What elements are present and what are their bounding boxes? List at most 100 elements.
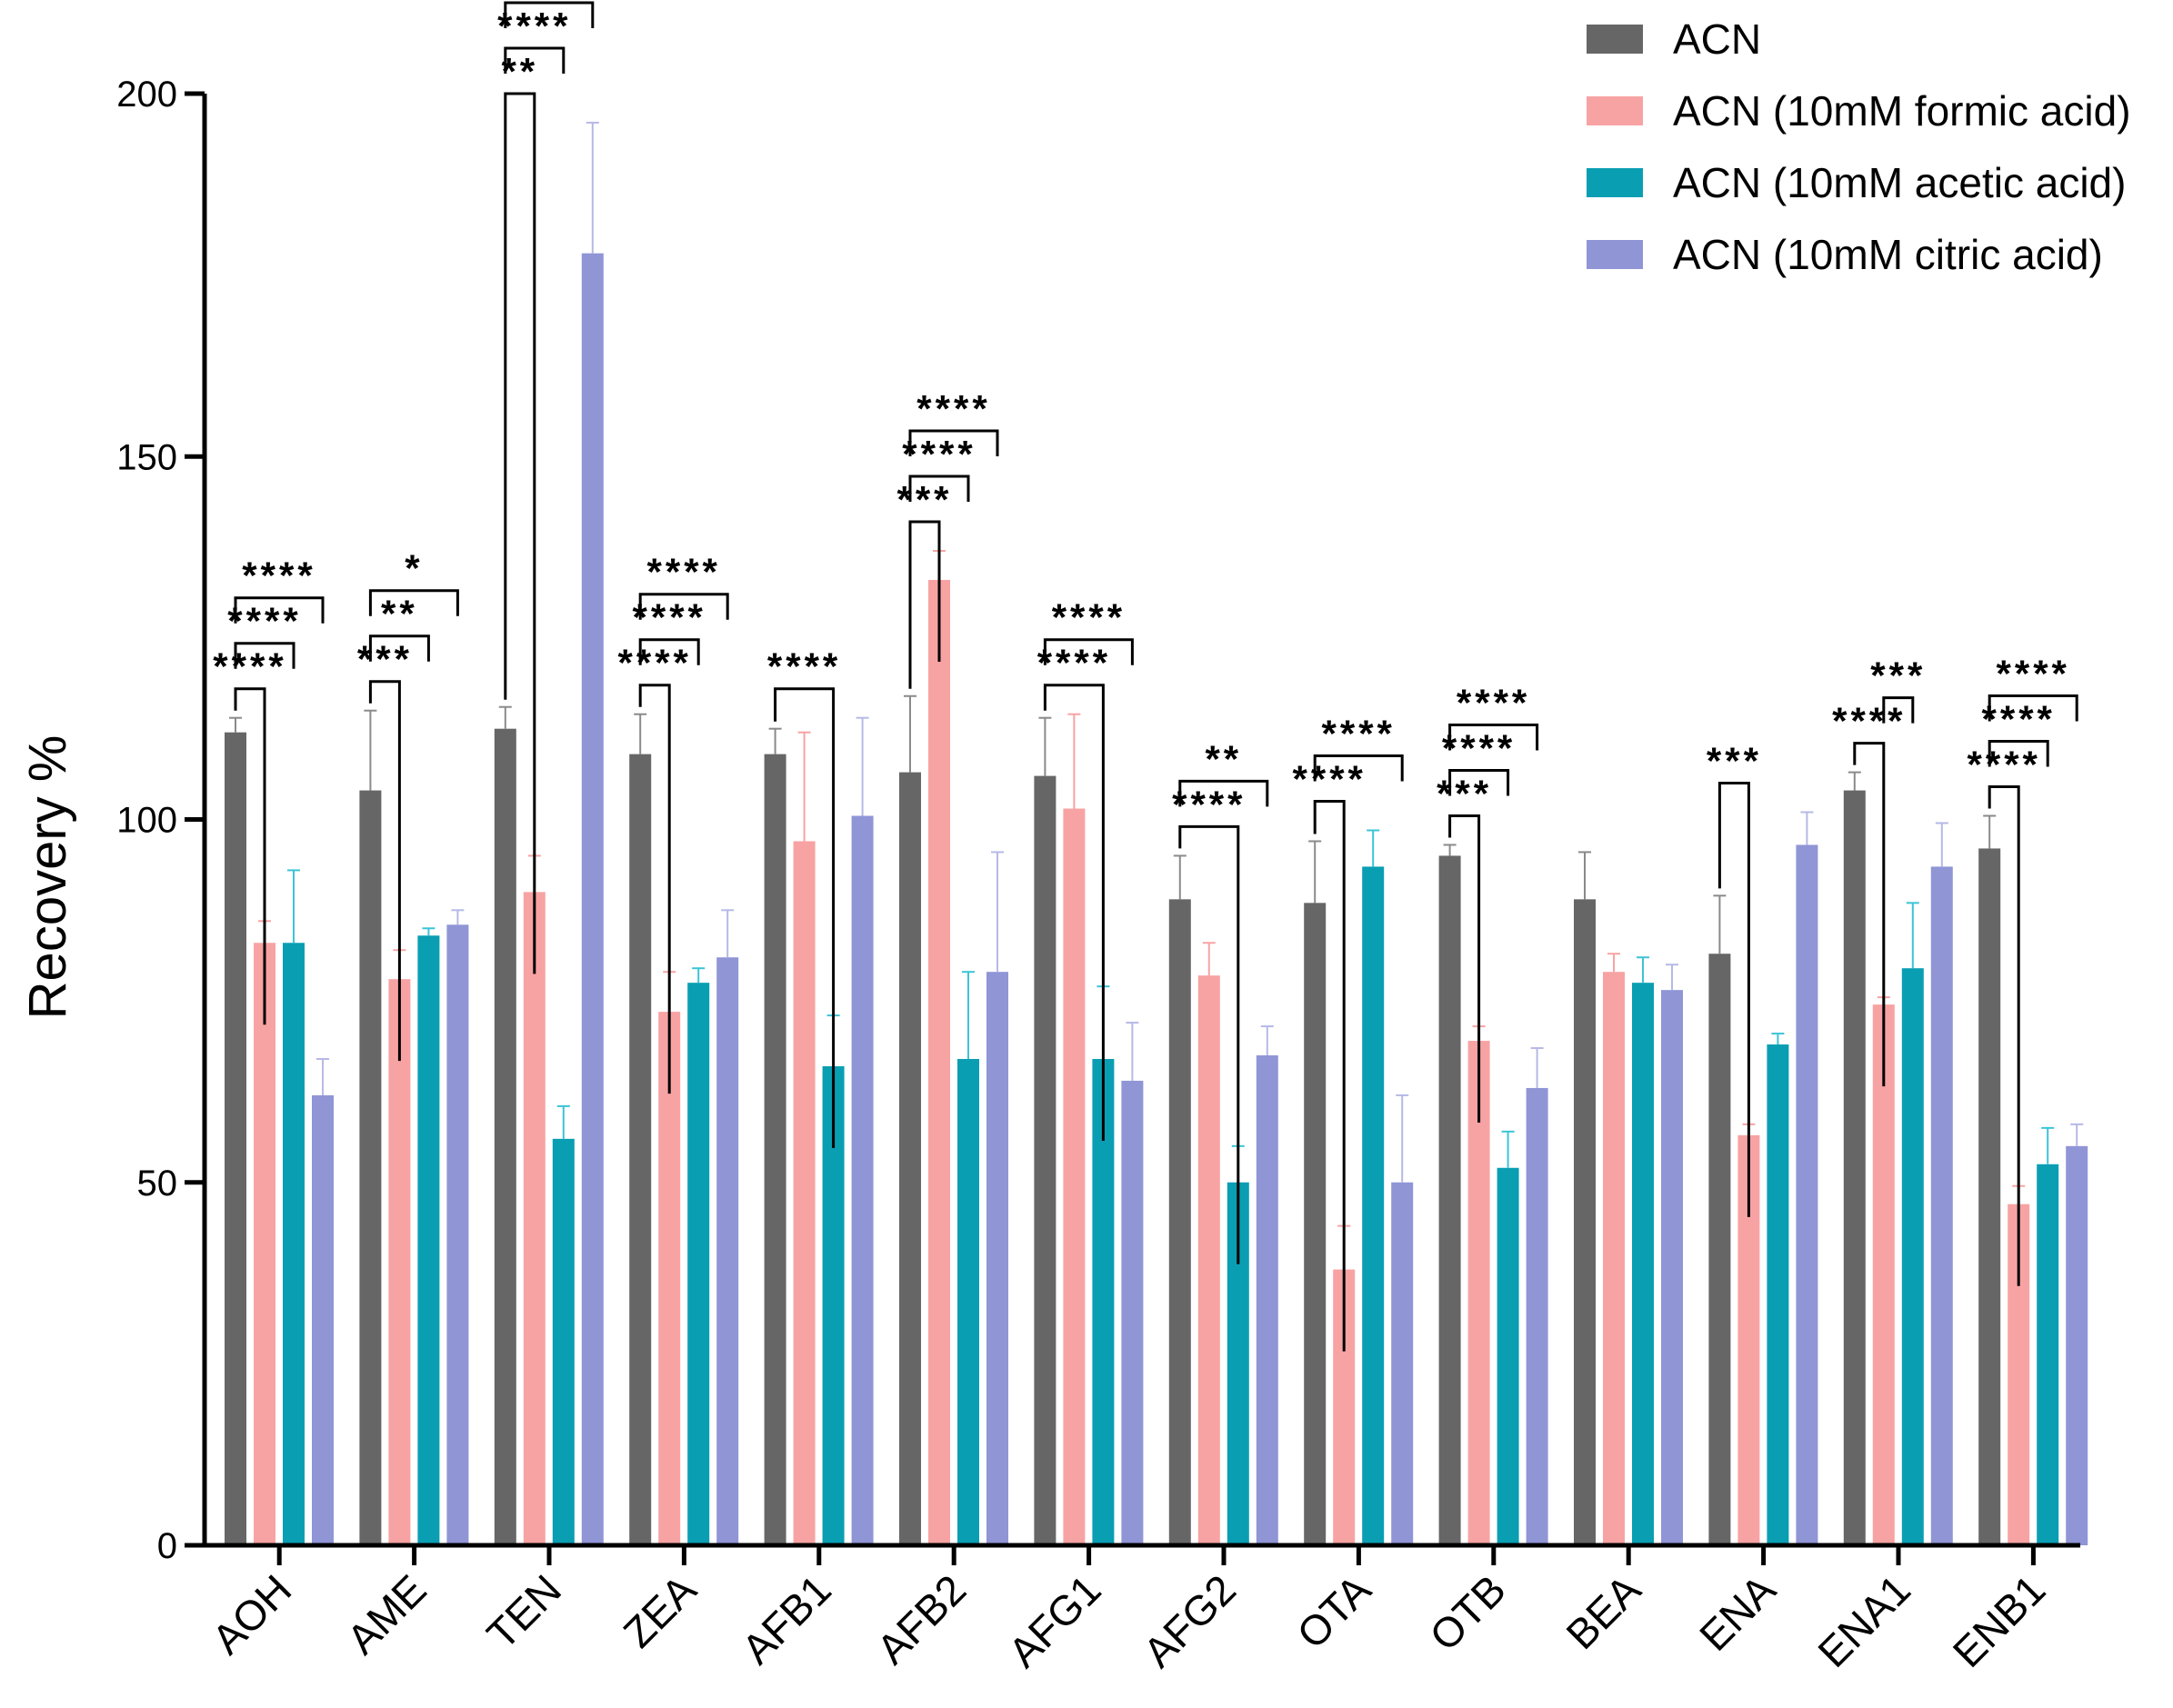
legend-swatch-3 bbox=[1587, 240, 1643, 269]
significance-label: *** bbox=[1707, 740, 1762, 783]
bar-bea-series-1 bbox=[1603, 972, 1625, 1545]
significance-bracket bbox=[1988, 694, 2078, 722]
bar-ena1-series-1 bbox=[1872, 1004, 1895, 1545]
significance-label: **** bbox=[1037, 642, 1111, 684]
significance-label: **** bbox=[1982, 698, 2056, 741]
significance-bracket bbox=[1988, 740, 2049, 767]
x-tick-label-enb1: ENB1 bbox=[1944, 1565, 2055, 1676]
legend-label-3: ACN (10mM citric acid) bbox=[1673, 231, 2103, 278]
bar-afg1-series-3 bbox=[1121, 1080, 1144, 1545]
x-ticks-layer: AOH AME TEN ZEA AFB1 AFB2 AFG1 AFG2 OTA OTB BEA ENA… bbox=[203, 1545, 2054, 1676]
bar-bea-series-0 bbox=[1574, 899, 1596, 1545]
significance-bracket bbox=[1717, 782, 1750, 1217]
x-tick-label-ota: OTA bbox=[1287, 1565, 1379, 1657]
bar-bea-series-3 bbox=[1661, 990, 1683, 1545]
significance-label: *** bbox=[1437, 772, 1492, 814]
significance-label: **** bbox=[1968, 744, 2041, 786]
bar-zea-series-0 bbox=[629, 754, 652, 1545]
bar-aoh-series-3 bbox=[312, 1094, 334, 1545]
bar-ena-series-3 bbox=[1796, 844, 1818, 1545]
significance-label: *** bbox=[357, 638, 413, 681]
legend-label-2: ACN (10mM acetic acid) bbox=[1673, 159, 2126, 206]
x-tick-label-bea: BEA bbox=[1557, 1565, 1649, 1658]
bar-otb-series-3 bbox=[1526, 1087, 1548, 1545]
bar-afb1-series-0 bbox=[764, 754, 786, 1545]
significance-label: **** bbox=[618, 642, 692, 684]
y-axis-label: Recovery % bbox=[18, 735, 77, 1020]
significance-bracket bbox=[1853, 742, 1886, 1087]
significance-label: **** bbox=[227, 600, 301, 643]
significance-bracket bbox=[1448, 768, 1510, 796]
bar-afg1-series-1 bbox=[1063, 808, 1086, 1545]
bar-ena-series-2 bbox=[1767, 1044, 1789, 1545]
significance-bracket bbox=[908, 429, 999, 457]
significance-label: **** bbox=[1457, 681, 1530, 724]
significance-bracket bbox=[234, 596, 325, 624]
significance-label: **** bbox=[512, 0, 586, 2]
x-tick-label-ten: TEN bbox=[477, 1565, 570, 1658]
significance-label: **** bbox=[916, 387, 990, 430]
significance-bracket bbox=[1448, 814, 1481, 1124]
significance-bracket bbox=[1313, 754, 1404, 782]
bar-afb2-series-2 bbox=[957, 1059, 979, 1545]
x-tick-label-ame: AME bbox=[337, 1565, 435, 1663]
bar-ena1-series-0 bbox=[1843, 790, 1866, 1545]
significance-label: **** bbox=[1442, 726, 1516, 769]
bar-afg2-series-1 bbox=[1197, 975, 1220, 1545]
significance-label: *** bbox=[896, 478, 952, 521]
significance-label: **** bbox=[1832, 700, 1906, 743]
bar-ten-series-3 bbox=[581, 253, 604, 1545]
significance-label: **** bbox=[1052, 596, 1126, 639]
significance-bracket bbox=[234, 642, 295, 669]
x-tick-label-afb1: AFB1 bbox=[733, 1565, 840, 1673]
significance-bracket bbox=[234, 687, 266, 1025]
significance-bracket bbox=[504, 46, 566, 74]
bar-afb1-series-1 bbox=[793, 841, 816, 1545]
x-tick-label-afg2: AFG2 bbox=[1134, 1565, 1245, 1676]
y-tick-label: 150 bbox=[116, 437, 177, 477]
significance-label: **** bbox=[1997, 653, 2070, 695]
bar-ame-series-0 bbox=[359, 790, 382, 1545]
legend-label-0: ACN bbox=[1673, 15, 1761, 63]
bar-afg2-series-0 bbox=[1168, 899, 1191, 1545]
y-tick-label: 200 bbox=[116, 75, 177, 115]
bar-ten-series-0 bbox=[494, 728, 516, 1545]
significance-bracket bbox=[774, 687, 836, 1148]
significance-label: **** bbox=[647, 551, 721, 594]
x-tick-label-aoh: AOH bbox=[203, 1565, 300, 1663]
x-tick-label-otb: OTB bbox=[1420, 1565, 1515, 1660]
bar-ena1-series-2 bbox=[1901, 968, 1924, 1545]
significance-bracket bbox=[504, 1, 595, 28]
significance-label: ** bbox=[1205, 737, 1242, 780]
significance-bracket bbox=[368, 589, 459, 616]
significance-bracket bbox=[1178, 779, 1269, 807]
bar-afb2-series-3 bbox=[986, 972, 1008, 1545]
bar-afg2-series-3 bbox=[1256, 1055, 1278, 1545]
bar-ame-series-1 bbox=[388, 979, 411, 1545]
significance-label: ** bbox=[381, 593, 418, 635]
bar-zea-series-3 bbox=[716, 957, 739, 1545]
bar-ena1-series-3 bbox=[1930, 866, 1953, 1545]
significance-bracket bbox=[504, 92, 536, 974]
bar-aoh-series-2 bbox=[283, 943, 305, 1545]
significance-brackets-layer: ****************************************… bbox=[213, 0, 2078, 1352]
significance-bracket bbox=[1882, 696, 1915, 724]
legend-swatch-2 bbox=[1587, 168, 1643, 197]
significance-label: ** bbox=[501, 50, 538, 93]
bar-ten-series-2 bbox=[552, 1138, 575, 1545]
significance-label: **** bbox=[1172, 783, 1246, 825]
bar-ena-series-0 bbox=[1708, 954, 1731, 1545]
legend-swatch-1 bbox=[1587, 96, 1643, 125]
bar-aoh-series-1 bbox=[254, 943, 275, 1545]
significance-label: **** bbox=[1293, 757, 1367, 800]
y-tick-label: 0 bbox=[157, 1526, 177, 1566]
significance-bracket bbox=[908, 474, 970, 503]
y-tick-label: 50 bbox=[137, 1164, 178, 1204]
bar-ota-series-3 bbox=[1391, 1182, 1414, 1545]
bar-afb1-series-3 bbox=[851, 815, 874, 1545]
bar-ame-series-2 bbox=[417, 935, 440, 1545]
x-tick-label-ena: ENA bbox=[1690, 1565, 1785, 1660]
significance-bracket bbox=[908, 520, 941, 689]
bar-afb2-series-0 bbox=[899, 772, 921, 1545]
